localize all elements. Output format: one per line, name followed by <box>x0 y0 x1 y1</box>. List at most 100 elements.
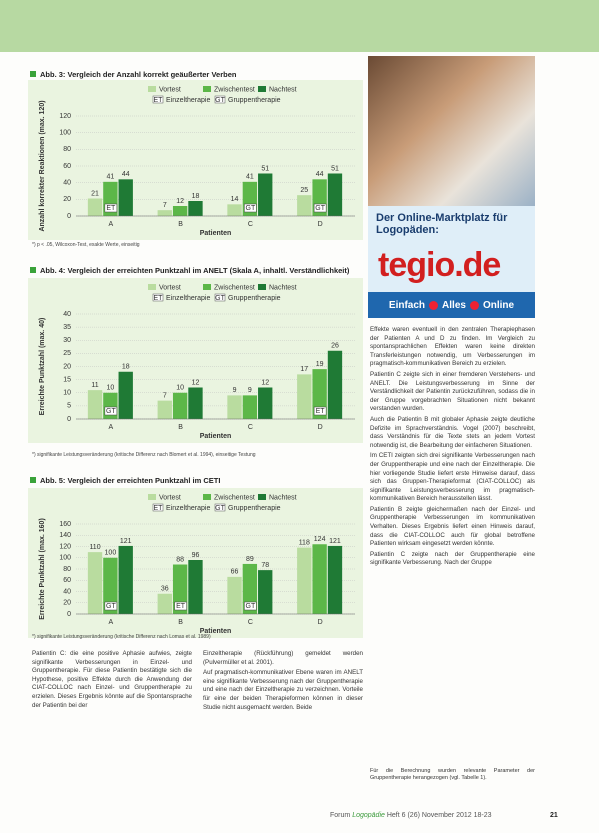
value-label: 124 <box>314 536 326 543</box>
x-tick-label: C <box>248 221 253 228</box>
legend-badge <box>214 95 226 104</box>
ad-photo <box>368 56 535 206</box>
x-tick-label: D <box>318 424 323 431</box>
legend-label: Gruppentherapie <box>228 505 281 512</box>
y-tick-label: 40 <box>63 311 71 318</box>
value-label: 12 <box>192 379 200 386</box>
legend-label: Vortest <box>159 284 181 291</box>
bar <box>118 545 133 614</box>
bar-badge <box>104 601 118 611</box>
chart-footnote: *) signifikante Leistungsveränderung (kr… <box>32 634 211 640</box>
paragraph: Patientin C zeigte nach der Gruppenthera… <box>370 550 535 567</box>
bar <box>172 206 188 216</box>
value-label: 118 <box>299 539 310 546</box>
value-label: 26 <box>331 343 339 350</box>
legend-abbr: ET <box>154 97 164 104</box>
value-label: 41 <box>246 174 254 181</box>
value-label: 17 <box>300 366 308 373</box>
x-tick-label: D <box>318 221 323 228</box>
value-label: 9 <box>233 387 237 394</box>
legend-label: Zwischentest <box>214 284 255 291</box>
value-label: 14 <box>231 196 239 203</box>
value-label: 78 <box>261 562 269 569</box>
ad-slogan: Einfach Alles Online <box>368 292 535 318</box>
value-label: 110 <box>89 544 100 551</box>
chart-footnote: *) p < .05, Wilcoxon-Test, exakte Werte,… <box>32 242 140 248</box>
x-tick-label: A <box>109 424 114 431</box>
legend-label: Gruppentherapie <box>228 97 281 104</box>
y-tick-label: 60 <box>63 163 71 170</box>
bar <box>312 544 327 614</box>
value-label: 7 <box>163 392 167 399</box>
footer: Forum Logopädie Heft 6 (26) November 201… <box>330 812 492 819</box>
x-tick-label: B <box>178 221 183 228</box>
y-tick-label: 10 <box>63 390 71 397</box>
x-tick-label: A <box>109 619 114 626</box>
bar-badge-label: GT <box>315 205 325 212</box>
bar <box>157 210 172 216</box>
bar <box>157 593 172 614</box>
text-column: Einzeltherapie (Rückführung) gemeldet we… <box>203 650 363 714</box>
legend-badge <box>214 293 226 302</box>
pages: 18-23 <box>473 812 492 819</box>
bar <box>188 560 203 614</box>
x-tick-label: C <box>248 619 253 626</box>
legend-label: Nachtest <box>269 86 297 93</box>
bar-badge <box>104 406 118 416</box>
value-label: 21 <box>91 190 99 197</box>
y-tick-label: 40 <box>63 180 71 187</box>
x-axis-label: Patienten <box>200 230 232 237</box>
bar <box>87 390 103 419</box>
y-tick-label: 80 <box>63 146 71 153</box>
journal: Forum <box>330 812 351 819</box>
legend-badge <box>152 503 164 512</box>
legend-swatch <box>203 494 211 500</box>
legend-label: Einzeltherapie <box>166 295 210 302</box>
bar-badge-label: ET <box>176 603 186 610</box>
y-tick-label: 120 <box>59 543 71 550</box>
bar-badge-label: GT <box>106 603 116 610</box>
legend-abbr: ET <box>154 505 164 512</box>
y-tick-label: 20 <box>63 196 71 203</box>
bar <box>297 195 312 216</box>
bar-badge <box>104 203 118 213</box>
legend-label: Einzeltherapie <box>166 97 210 104</box>
legend-badge <box>152 293 164 302</box>
legend-abbr: GT <box>215 295 225 302</box>
bar <box>242 395 258 419</box>
article-footnote: Für die Berechnung wurden relevante Para… <box>370 768 535 781</box>
value-label: 51 <box>331 165 339 172</box>
value-label: 88 <box>176 556 184 563</box>
legend-swatch <box>148 494 156 500</box>
value-label: 12 <box>261 379 269 386</box>
legend-badge <box>214 503 226 512</box>
y-axis-label: Erreichte Punktzahl (max. 160) <box>39 518 46 620</box>
value-label: 121 <box>120 538 132 545</box>
value-label: 96 <box>192 552 200 559</box>
bar-badge <box>244 203 257 213</box>
y-tick-label: 20 <box>63 363 71 370</box>
value-label: 10 <box>176 385 184 392</box>
chart-title: Abb. 4: Vergleich der erreichten Punktza… <box>30 266 349 275</box>
value-label: 18 <box>122 364 130 371</box>
y-tick-label: 120 <box>59 113 71 120</box>
value-label: 44 <box>122 171 130 178</box>
chart-title: Abb. 5: Vergleich der erreichten Punktza… <box>30 476 220 485</box>
value-label: 44 <box>316 171 324 178</box>
value-label: 66 <box>231 569 239 576</box>
y-tick-label: 100 <box>59 130 71 137</box>
y-tick-label: 30 <box>63 337 71 344</box>
value-label: 36 <box>161 586 169 593</box>
value-label: 25 <box>300 187 308 194</box>
y-tick-label: 100 <box>59 555 71 562</box>
legend-swatch <box>203 284 211 290</box>
bar-badge-label: GT <box>246 205 256 212</box>
advertisement[interactable]: Der Online-Marktplatz für Logopäden: teg… <box>368 56 535 318</box>
paragraph: Effekte waren eventuell in den zentralen… <box>370 326 535 368</box>
legend-label: Vortest <box>159 494 181 501</box>
y-tick-label: 5 <box>67 403 71 410</box>
y-tick-label: 0 <box>67 213 71 220</box>
value-label: 51 <box>261 165 269 172</box>
